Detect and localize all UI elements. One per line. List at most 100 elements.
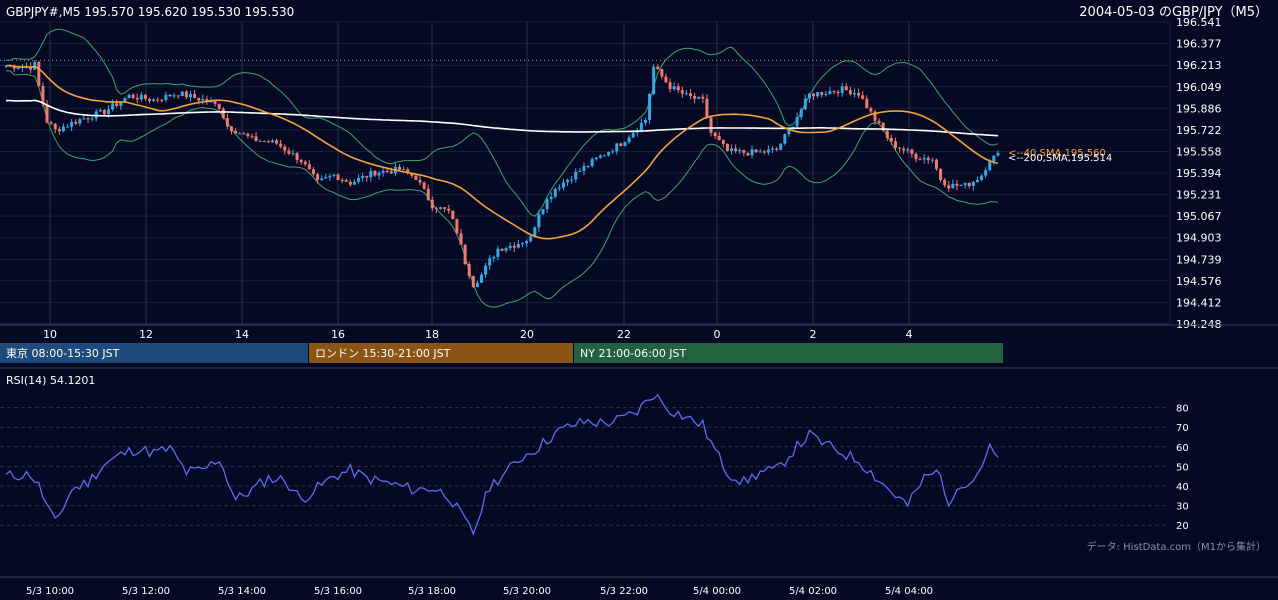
price-tick-label: 195.722 [1176, 124, 1222, 137]
candle-body [357, 178, 361, 182]
candle-body [549, 196, 553, 200]
candle-body [873, 111, 877, 121]
candle-body [320, 178, 324, 181]
candle-body [74, 121, 78, 124]
hour-tick-label: 18 [425, 328, 439, 341]
candle-body [955, 183, 959, 186]
candle-body [516, 244, 520, 248]
rsi-grid [0, 407, 1170, 526]
candle-body [307, 164, 311, 170]
hour-tick-label: 20 [520, 328, 534, 341]
candle-body [721, 140, 725, 144]
candle-body [926, 157, 930, 161]
candle-body [201, 99, 205, 101]
candle-body [369, 171, 373, 178]
candle-body [697, 96, 701, 99]
candle-body [406, 169, 410, 174]
candle-body [324, 177, 328, 179]
candle-body [197, 97, 201, 101]
candle-body [45, 104, 49, 123]
candle-body [951, 183, 955, 189]
candle-body [717, 136, 721, 141]
candle-body [902, 148, 906, 151]
candle-body [725, 143, 729, 151]
candle-body [258, 141, 262, 143]
candle-body [29, 66, 33, 70]
candle-body [594, 157, 598, 160]
candle-body [193, 94, 197, 98]
candle-body [553, 188, 557, 197]
candle-body [221, 108, 225, 119]
price-tick-label: 195.394 [1176, 167, 1222, 180]
price-tick-label: 195.067 [1176, 210, 1222, 223]
price-tick-label: 194.576 [1176, 275, 1222, 288]
candle-body [410, 173, 414, 176]
candle-body [869, 108, 873, 112]
session-block [574, 343, 1003, 363]
candle-body [975, 180, 979, 183]
candle-body [898, 147, 902, 149]
candle-body [566, 179, 570, 183]
candle-body [660, 69, 664, 77]
candle-body [172, 95, 176, 97]
candle-body [266, 141, 270, 143]
candle-body [98, 109, 102, 112]
candle-body [742, 150, 746, 153]
time-tick-label: 5/3 18:00 [408, 586, 456, 597]
time-tick-label: 5/3 22:00 [600, 586, 648, 597]
candle-body [836, 91, 840, 94]
candle-body [947, 185, 951, 189]
hour-tick-label: 12 [139, 328, 153, 341]
candle-body [82, 118, 86, 120]
candle-body [992, 155, 996, 162]
candle-body [385, 170, 389, 172]
candle-body [574, 171, 578, 180]
candle-body [832, 91, 836, 93]
candle-body [709, 117, 713, 133]
candle-body [234, 131, 238, 134]
candle-body [484, 265, 488, 275]
time-tick-label: 5/3 14:00 [218, 586, 266, 597]
candle-body [229, 126, 233, 132]
candle-body [746, 152, 750, 156]
candle-body [611, 151, 615, 153]
candle-body [439, 207, 443, 210]
candle-body [352, 181, 356, 185]
candle-body [348, 181, 352, 185]
price-tick-label: 196.377 [1176, 38, 1222, 51]
candle-body [176, 95, 180, 97]
candle-body [807, 93, 811, 99]
candle-body [61, 126, 65, 132]
sma200-label: <--200,SMA,195.514 [1008, 153, 1112, 164]
candle-body [443, 207, 447, 209]
candle-body [930, 159, 934, 161]
hour-tick-label: 16 [331, 328, 345, 341]
candle-body [971, 182, 975, 187]
candle-body [541, 209, 545, 214]
candle-body [430, 199, 434, 209]
candle-body [619, 143, 623, 147]
time-tick-label: 5/4 04:00 [885, 586, 933, 597]
candle-body [447, 208, 451, 211]
session-label: ロンドン 15:30-21:00 JST [315, 347, 451, 360]
candle-body [787, 128, 791, 135]
candle-body [590, 159, 594, 166]
candle-body [631, 132, 635, 138]
candle-body [123, 98, 127, 102]
candle-body [332, 174, 336, 176]
candles [4, 59, 1000, 289]
candle-body [480, 274, 484, 283]
candle-body [713, 132, 717, 137]
candle-body [254, 136, 258, 142]
candle-body [762, 151, 766, 153]
candle-body [943, 179, 947, 186]
candle-body [771, 148, 775, 150]
candle-body [877, 120, 881, 123]
candle-body [561, 182, 565, 188]
candle-body [758, 151, 762, 153]
rsi-line [5, 393, 999, 536]
candle-body [475, 282, 479, 287]
candle-body [799, 109, 803, 118]
candle-body [471, 276, 475, 287]
rsi-tick-label: 20 [1176, 521, 1189, 532]
